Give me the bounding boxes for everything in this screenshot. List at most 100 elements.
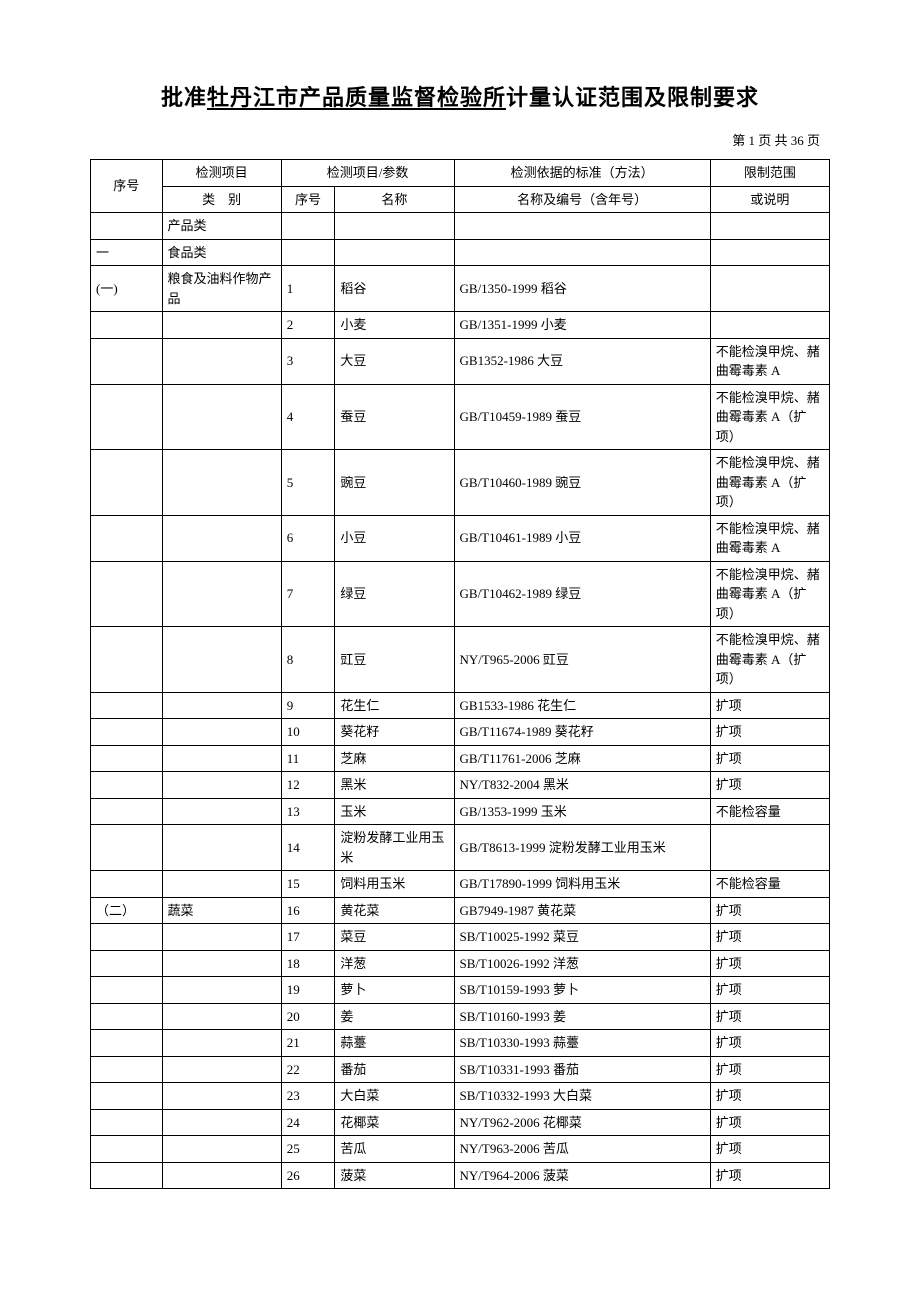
table-row: 22番茄SB/T10331-1993 番茄扩项 xyxy=(91,1056,830,1083)
cell-category xyxy=(162,1109,281,1136)
table-row: 5豌豆GB/T10460-1989 豌豆不能检溴甲烷、赭曲霉毒素 A（扩项） xyxy=(91,450,830,516)
cell-category xyxy=(162,825,281,871)
cell-category xyxy=(162,950,281,977)
header-param-num: 序号 xyxy=(281,186,335,213)
cell-limit: 扩项 xyxy=(710,1109,829,1136)
table-row: 4蚕豆GB/T10459-1989 蚕豆不能检溴甲烷、赭曲霉毒素 A（扩项） xyxy=(91,384,830,450)
table-body: 产品类一食品类(一)粮食及油料作物产品1稻谷GB/1350-1999 稻谷2小麦… xyxy=(91,213,830,1189)
cell-name: 玉米 xyxy=(335,798,454,825)
cell-limit xyxy=(710,239,829,266)
cell-seq xyxy=(91,384,163,450)
cell-seq xyxy=(91,515,163,561)
table-row: 25苦瓜NY/T963-2006 苦瓜扩项 xyxy=(91,1136,830,1163)
cell-standard: GB/T10461-1989 小豆 xyxy=(454,515,710,561)
cell-category: 粮食及油料作物产品 xyxy=(162,266,281,312)
table-row: 18洋葱SB/T10026-1992 洋葱扩项 xyxy=(91,950,830,977)
cell-name: 葵花籽 xyxy=(335,719,454,746)
cell-standard: GB/T10462-1989 绿豆 xyxy=(454,561,710,627)
cell-limit xyxy=(710,312,829,339)
cell-name: 小麦 xyxy=(335,312,454,339)
cell-category xyxy=(162,561,281,627)
table-row: 产品类 xyxy=(91,213,830,240)
cell-standard: GB/1350-1999 稻谷 xyxy=(454,266,710,312)
cell-seq xyxy=(91,338,163,384)
cell-limit: 扩项 xyxy=(710,1136,829,1163)
cell-num: 12 xyxy=(281,772,335,799)
cell-limit: 扩项 xyxy=(710,977,829,1004)
cell-name: 豇豆 xyxy=(335,627,454,693)
cell-num: 17 xyxy=(281,924,335,951)
cell-standard: GB1533-1986 花生仁 xyxy=(454,692,710,719)
cell-category xyxy=(162,745,281,772)
cell-category xyxy=(162,977,281,1004)
cell-num: 23 xyxy=(281,1083,335,1110)
cell-num xyxy=(281,213,335,240)
cell-seq xyxy=(91,1109,163,1136)
table-header: 序号 检测项目 检测项目/参数 检测依据的标准（方法） 限制范围 类 别 序号 … xyxy=(91,160,830,213)
cell-standard: NY/T964-2006 菠菜 xyxy=(454,1162,710,1189)
table-row: 23大白菜SB/T10332-1993 大白菜扩项 xyxy=(91,1083,830,1110)
cell-seq xyxy=(91,1136,163,1163)
cell-limit: 扩项 xyxy=(710,924,829,951)
cell-standard: SB/T10025-1992 菜豆 xyxy=(454,924,710,951)
cell-standard: GB/1353-1999 玉米 xyxy=(454,798,710,825)
cell-num: 6 xyxy=(281,515,335,561)
cell-seq xyxy=(91,772,163,799)
cell-num: 14 xyxy=(281,825,335,871)
cell-num: 1 xyxy=(281,266,335,312)
cell-category xyxy=(162,1030,281,1057)
header-category-top: 检测项目 xyxy=(162,160,281,187)
document-title: 批准牡丹江市产品质量监督检验所计量认证范围及限制要求 xyxy=(90,80,830,112)
cell-limit: 扩项 xyxy=(710,1030,829,1057)
cell-seq xyxy=(91,977,163,1004)
table-row: 13玉米GB/1353-1999 玉米不能检容量 xyxy=(91,798,830,825)
cell-seq xyxy=(91,745,163,772)
cell-seq xyxy=(91,692,163,719)
cell-seq xyxy=(91,1030,163,1057)
cell-standard: SB/T10331-1993 番茄 xyxy=(454,1056,710,1083)
cell-num xyxy=(281,239,335,266)
table-row: 11芝麻GB/T11761-2006 芝麻扩项 xyxy=(91,745,830,772)
cell-category xyxy=(162,1003,281,1030)
cell-seq: （二） xyxy=(91,897,163,924)
certification-table: 序号 检测项目 检测项目/参数 检测依据的标准（方法） 限制范围 类 别 序号 … xyxy=(90,159,830,1189)
cell-limit: 扩项 xyxy=(710,1083,829,1110)
cell-limit: 不能检溴甲烷、赭曲霉毒素 A xyxy=(710,338,829,384)
cell-seq: 一 xyxy=(91,239,163,266)
cell-limit: 扩项 xyxy=(710,692,829,719)
cell-standard: GB/T10459-1989 蚕豆 xyxy=(454,384,710,450)
cell-seq xyxy=(91,825,163,871)
title-underlined: 牡丹江市产品质量监督检验所 xyxy=(207,85,506,110)
header-category-bottom: 类 别 xyxy=(162,186,281,213)
cell-limit: 扩项 xyxy=(710,950,829,977)
cell-num: 4 xyxy=(281,384,335,450)
cell-name: 豌豆 xyxy=(335,450,454,516)
cell-standard: GB/T8613-1999 淀粉发酵工业用玉米 xyxy=(454,825,710,871)
table-row: 一食品类 xyxy=(91,239,830,266)
cell-standard: SB/T10159-1993 萝卜 xyxy=(454,977,710,1004)
cell-category xyxy=(162,1056,281,1083)
table-row: 9花生仁GB1533-1986 花生仁扩项 xyxy=(91,692,830,719)
cell-num: 18 xyxy=(281,950,335,977)
cell-category: 蔬菜 xyxy=(162,897,281,924)
table-row: 3大豆GB1352-1986 大豆不能检溴甲烷、赭曲霉毒素 A xyxy=(91,338,830,384)
table-row: 7绿豆GB/T10462-1989 绿豆不能检溴甲烷、赭曲霉毒素 A（扩项） xyxy=(91,561,830,627)
cell-num: 15 xyxy=(281,871,335,898)
cell-category xyxy=(162,772,281,799)
cell-category: 产品类 xyxy=(162,213,281,240)
cell-name: 大豆 xyxy=(335,338,454,384)
cell-standard: SB/T10026-1992 洋葱 xyxy=(454,950,710,977)
cell-num: 26 xyxy=(281,1162,335,1189)
cell-name: 绿豆 xyxy=(335,561,454,627)
cell-limit: 不能检溴甲烷、赭曲霉毒素 A xyxy=(710,515,829,561)
table-row: (一)粮食及油料作物产品1稻谷GB/1350-1999 稻谷 xyxy=(91,266,830,312)
cell-standard: GB7949-1987 黄花菜 xyxy=(454,897,710,924)
cell-standard: GB/T11761-2006 芝麻 xyxy=(454,745,710,772)
cell-category xyxy=(162,312,281,339)
cell-limit xyxy=(710,266,829,312)
cell-num: 7 xyxy=(281,561,335,627)
cell-limit: 扩项 xyxy=(710,745,829,772)
cell-limit: 不能检容量 xyxy=(710,871,829,898)
cell-limit: 扩项 xyxy=(710,1056,829,1083)
cell-seq xyxy=(91,924,163,951)
